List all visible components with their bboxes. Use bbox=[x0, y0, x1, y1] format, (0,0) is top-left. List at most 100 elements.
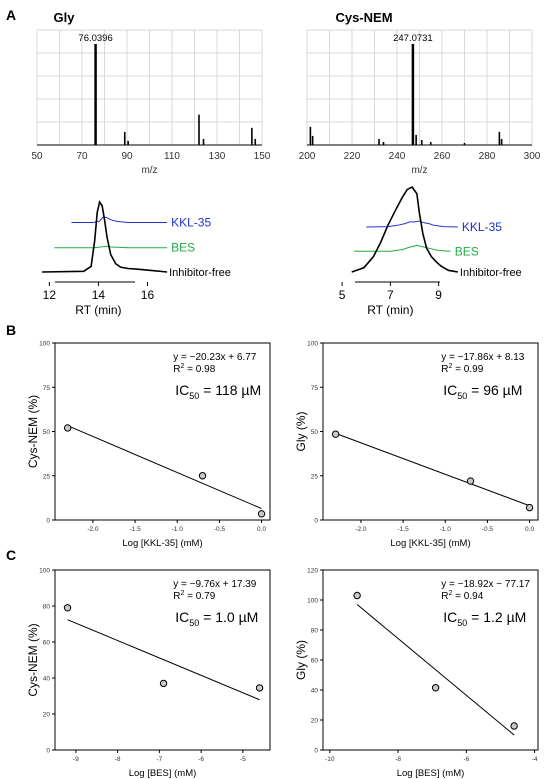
panel-label-a: A bbox=[6, 7, 16, 23]
data-point bbox=[353, 591, 361, 600]
r-squared-value: = 0.98 bbox=[184, 364, 215, 375]
y-tick-label: 60 bbox=[43, 640, 51, 647]
ic50-text: IC50 = 118 µM bbox=[175, 382, 261, 401]
ic50-subscript: 50 bbox=[457, 618, 467, 628]
r-squared-label: R bbox=[173, 364, 180, 375]
r-squared-superscript: 2 bbox=[448, 590, 452, 597]
data-point bbox=[63, 604, 72, 612]
x-tick-label: 5 bbox=[339, 288, 346, 302]
data-point bbox=[63, 424, 72, 432]
trace-label: BES bbox=[455, 244, 479, 258]
r-squared-label: R bbox=[441, 364, 448, 375]
x-axis-label: RT (min) bbox=[75, 303, 121, 317]
x-tick-label: -4 bbox=[532, 756, 538, 763]
fit-line bbox=[335, 432, 530, 507]
y-tick-label: 75 bbox=[311, 385, 319, 392]
x-tick-label: 50 bbox=[31, 151, 43, 162]
regression-kkl35-gly: 0 25 50 75 100 -2.0 -1.5 -1.0 -0.5 0.0 Log [KKL-35… bbox=[294, 341, 539, 549]
x-tick-label: 130 bbox=[209, 151, 226, 162]
chromatogram-trace bbox=[41, 200, 168, 273]
ic50-label: IC bbox=[175, 609, 189, 625]
regression-equation: y = −20.23x + 6.77 bbox=[173, 352, 257, 363]
chromatogram-trace bbox=[366, 220, 458, 228]
ic50-value: = 96 µM bbox=[467, 382, 522, 398]
ic50-label: IC bbox=[175, 382, 189, 398]
trace-label: BES bbox=[171, 241, 195, 255]
x-tick-label: -10 bbox=[325, 756, 335, 763]
y-tick-label: 40 bbox=[43, 676, 51, 683]
data-point bbox=[255, 684, 264, 692]
y-tick-label: 120 bbox=[307, 568, 318, 575]
plot-frame bbox=[54, 569, 271, 751]
ic50-subscript: 50 bbox=[189, 391, 199, 401]
x-tick-label: 300 bbox=[524, 151, 541, 162]
x-tick-label: -5 bbox=[240, 756, 246, 763]
r-squared-superscript: 2 bbox=[448, 363, 452, 370]
trace-label: Inhibitor-free bbox=[169, 267, 231, 279]
regression-equation: y = −17.86x + 8.13 bbox=[441, 352, 525, 363]
ic50-text: IC50 = 1.2 µM bbox=[443, 609, 526, 628]
x-tick-label: -9 bbox=[73, 756, 79, 763]
plot-frame bbox=[54, 342, 271, 521]
fit-line bbox=[67, 619, 260, 701]
y-tick-label: 100 bbox=[39, 568, 50, 575]
chromatogram-trace bbox=[71, 216, 168, 223]
trace-label: KKL-35 bbox=[462, 220, 502, 234]
ic50-subscript: 50 bbox=[189, 618, 199, 628]
ic50-text: IC50 = 96 µM bbox=[443, 382, 522, 401]
x-tick-label: -1.0 bbox=[440, 526, 452, 533]
x-tick-label: -6 bbox=[463, 756, 469, 763]
peak-mz-label: 76.0396 bbox=[78, 33, 112, 44]
x-axis-label: Log [BES] (mM) bbox=[397, 768, 465, 779]
x-tick-label: -0.5 bbox=[482, 526, 494, 533]
y-tick-label: 40 bbox=[311, 688, 319, 695]
ic50-value: = 118 µM bbox=[199, 382, 261, 398]
regression-bes-cys-nem: 0 20 40 60 80 100 -9 -8 -7 -6 -5 Log [BES] (mM) Cys-… bbox=[26, 568, 271, 779]
x-tick-label: 200 bbox=[299, 151, 316, 162]
x-axis-label: RT (min) bbox=[367, 303, 413, 317]
x-tick-label: -8 bbox=[115, 756, 121, 763]
x-tick-label: 280 bbox=[479, 151, 496, 162]
data-point bbox=[510, 722, 518, 730]
x-tick-label: -1.0 bbox=[172, 526, 184, 533]
y-tick-label: 80 bbox=[311, 628, 319, 635]
r-squared-text: R2 = 0.94 bbox=[441, 590, 483, 602]
y-tick-label: 75 bbox=[43, 385, 51, 392]
r-squared-text: R2 = 0.99 bbox=[441, 363, 483, 375]
x-tick-label: 14 bbox=[92, 288, 106, 302]
panel-label-c: C bbox=[6, 547, 16, 563]
data-point bbox=[466, 477, 475, 485]
y-tick-label: 100 bbox=[307, 598, 318, 605]
x-tick-label: -6 bbox=[198, 756, 204, 763]
y-tick-label: 100 bbox=[307, 341, 318, 348]
r-squared-text: R2 = 0.79 bbox=[173, 590, 215, 602]
y-tick-label: 0 bbox=[314, 748, 318, 755]
ic50-value: = 1.0 µM bbox=[199, 609, 258, 625]
ic50-label: IC bbox=[443, 382, 457, 398]
x-tick-label: 70 bbox=[76, 151, 88, 162]
data-point bbox=[159, 679, 168, 688]
x-axis-label: Log [KKL-35] (mM) bbox=[390, 538, 470, 549]
r-squared-label: R bbox=[441, 591, 448, 602]
y-axis-label: Gly (%) bbox=[294, 640, 308, 680]
y-tick-label: 50 bbox=[43, 429, 51, 436]
x-tick-label: -1.5 bbox=[397, 526, 409, 533]
x-tick-label: -8 bbox=[395, 756, 401, 763]
x-tick-label: 9 bbox=[435, 288, 442, 302]
trace-label: Inhibitor-free bbox=[460, 267, 522, 279]
spectrum-title: Gly bbox=[54, 10, 76, 25]
ic50-label: IC bbox=[443, 609, 457, 625]
y-tick-label: 80 bbox=[43, 604, 51, 611]
plot-frame bbox=[322, 342, 539, 521]
data-point bbox=[525, 503, 534, 512]
panel-label-b: B bbox=[6, 322, 16, 338]
spectrum-title: Cys-NEM bbox=[335, 10, 392, 25]
ic50-text: IC50 = 1.0 µM bbox=[175, 609, 258, 628]
y-tick-label: 50 bbox=[311, 429, 319, 436]
x-tick-label: 90 bbox=[121, 151, 133, 162]
regression-equation: y = −18.92x − 77.17 bbox=[441, 579, 530, 590]
chromatogram-gly: KKL-35 BES Inhibitor-free 12 14 16 RT (min) bbox=[41, 200, 231, 317]
x-tick-label: 110 bbox=[164, 151, 180, 162]
y-tick-label: 60 bbox=[311, 658, 319, 665]
